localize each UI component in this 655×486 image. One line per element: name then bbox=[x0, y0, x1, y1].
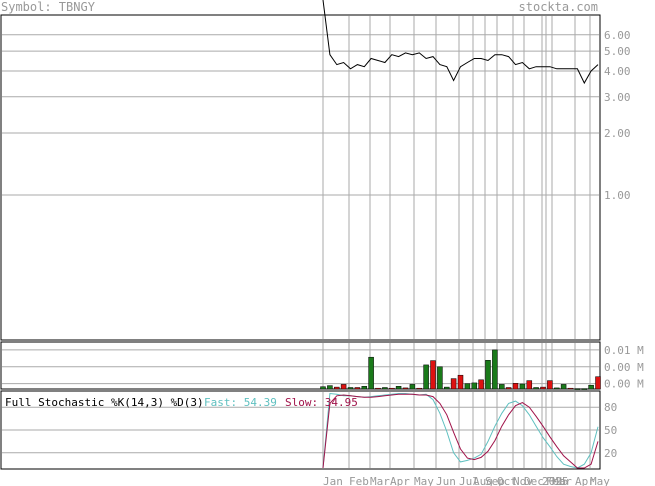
volume-bar bbox=[402, 387, 409, 390]
month-label: 2025 bbox=[542, 475, 569, 486]
y-axis-labels: 6.00 5.00 4.00 3.00 2.00 1.00 0.01 M 0.00 M 0.00… bbox=[604, 29, 644, 460]
month-label: Mar bbox=[370, 475, 390, 486]
volume-tick-label: 0.00 M bbox=[604, 378, 644, 391]
volume-bar bbox=[540, 386, 546, 390]
month-label: Jul bbox=[459, 475, 479, 486]
volume-grid bbox=[2, 343, 599, 389]
month-label: May bbox=[414, 475, 434, 486]
volume-bar bbox=[554, 387, 560, 390]
volume-bar bbox=[512, 383, 519, 390]
volume-bar bbox=[485, 360, 491, 390]
volume-bar bbox=[581, 388, 588, 390]
stochastic-tick-label: 50 bbox=[604, 424, 617, 437]
volume-bar bbox=[595, 376, 601, 390]
month-label: Jan bbox=[323, 475, 343, 486]
volume-bar bbox=[444, 386, 450, 390]
volume-bar bbox=[588, 384, 594, 390]
price-line bbox=[322, 0, 599, 85]
price-tick-label: 6.00 bbox=[604, 29, 631, 42]
symbol-label: Symbol: TBNGY bbox=[1, 0, 96, 14]
volume-bar bbox=[437, 366, 443, 390]
volume-bar bbox=[375, 387, 381, 390]
volume-bar bbox=[471, 382, 478, 390]
volume-bar bbox=[567, 387, 574, 390]
month-label: Apr bbox=[390, 475, 410, 486]
volume-bars bbox=[320, 349, 601, 390]
volume-bar bbox=[450, 378, 457, 390]
volume-bar bbox=[340, 384, 347, 390]
volume-bar bbox=[334, 386, 340, 390]
volume-bar bbox=[430, 360, 436, 390]
month-label: Aug bbox=[473, 475, 493, 486]
month-label: Dec bbox=[524, 475, 544, 486]
stochastic-panel-frame bbox=[0, 390, 601, 470]
stochastic-tick-label: 80 bbox=[604, 401, 617, 414]
volume-bar bbox=[457, 374, 464, 390]
volume-bar bbox=[464, 383, 471, 390]
fast-value-label: Fast: 54.39 bbox=[204, 396, 277, 409]
month-label: Mar bbox=[552, 475, 572, 486]
slow-line bbox=[322, 393, 599, 469]
volume-bar bbox=[354, 387, 361, 390]
volume-bar bbox=[409, 384, 416, 390]
volume-tick-label: 0.00 M bbox=[604, 361, 644, 374]
price-tick-label: 4.00 bbox=[604, 65, 631, 78]
volume-bar bbox=[519, 383, 526, 390]
volume-bar bbox=[416, 387, 423, 390]
volume-tick-label: 0.01 M bbox=[604, 344, 644, 357]
volume-bar bbox=[492, 349, 498, 390]
fast-line bbox=[322, 392, 599, 469]
volume-bar bbox=[389, 387, 395, 390]
volume-panel-frame bbox=[0, 341, 601, 390]
price-grid bbox=[2, 16, 599, 339]
month-label: Apr bbox=[575, 475, 595, 486]
volume-bar bbox=[320, 386, 326, 390]
volume-bar bbox=[526, 380, 533, 390]
month-label: Feb bbox=[349, 475, 369, 486]
volume-bar bbox=[361, 386, 368, 390]
volume-bar bbox=[505, 387, 512, 390]
volume-bar bbox=[547, 380, 553, 390]
month-label: Oct bbox=[497, 475, 517, 486]
price-tick-label: 1.00 bbox=[604, 189, 631, 202]
volume-bar bbox=[382, 387, 388, 390]
volume-bar bbox=[327, 385, 333, 390]
volume-bar bbox=[533, 387, 539, 390]
x-axis-labels: Jan Feb Mar Apr May Jun JulAugSepOctNovDec2025… bbox=[323, 475, 610, 486]
month-label: Feb bbox=[546, 475, 566, 486]
price-panel-frame bbox=[0, 14, 601, 341]
volume-bar bbox=[478, 379, 484, 390]
month-label: May bbox=[590, 475, 610, 486]
stochastic-tick-label: 20 bbox=[604, 447, 617, 460]
volume-bar bbox=[499, 384, 505, 390]
price-tick-label: 3.00 bbox=[604, 91, 631, 104]
price-tick-label: 5.00 bbox=[604, 45, 631, 58]
volume-bar bbox=[423, 364, 429, 390]
volume-bar bbox=[395, 386, 402, 390]
stochastic-title: Full Stochastic %K(14,3) %D(3) bbox=[5, 396, 204, 409]
price-tick-label: 2.00 bbox=[604, 127, 631, 140]
volume-bar bbox=[560, 384, 567, 390]
volume-bar bbox=[368, 356, 374, 390]
month-label: Jun bbox=[436, 475, 456, 486]
slow-value-label: Slow: 34.95 bbox=[285, 396, 358, 409]
site-name: stockta.com bbox=[519, 0, 598, 14]
volume-bar bbox=[574, 388, 581, 390]
volume-bar bbox=[347, 387, 354, 390]
month-label: Nov bbox=[513, 475, 533, 486]
month-label: Sep bbox=[485, 475, 505, 486]
